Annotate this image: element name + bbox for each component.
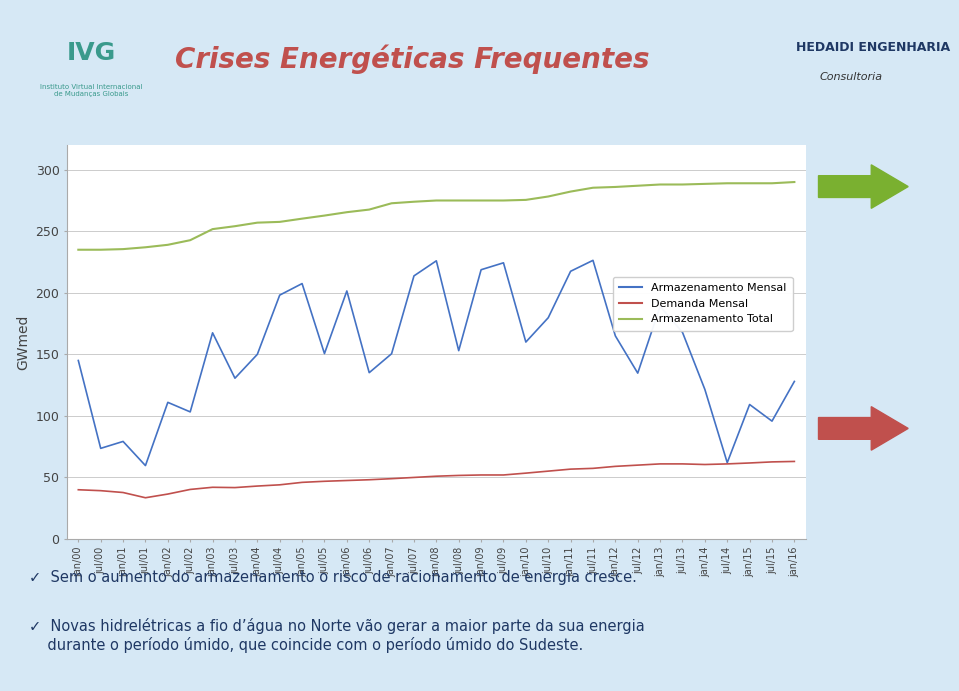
Text: IVG: IVG: [66, 41, 116, 66]
Text: ✓  Novas hidrelétricas a fio d’água no Norte vão gerar a maior parte da sua ener: ✓ Novas hidrelétricas a fio d’água no No…: [29, 618, 644, 653]
FancyArrow shape: [818, 406, 908, 451]
Text: ✓  Sem o aumento do armazenamento o risco de racionamento de energia cresce.: ✓ Sem o aumento do armazenamento o risco…: [29, 570, 637, 585]
Text: HEDAIDI ENGENHARIA: HEDAIDI ENGENHARIA: [796, 41, 950, 54]
Y-axis label: GWmed: GWmed: [16, 314, 30, 370]
FancyArrow shape: [818, 165, 908, 209]
Text: Consultoria: Consultoria: [820, 72, 883, 82]
Text: Crises Energéticas Frequentes: Crises Energéticas Frequentes: [175, 45, 649, 75]
Text: Instituto Virtual Internacional
de Mudanças Globais: Instituto Virtual Internacional de Mudan…: [40, 84, 142, 97]
Legend: Armazenamento Mensal, Demanda Mensal, Armazenamento Total: Armazenamento Mensal, Demanda Mensal, Ar…: [613, 276, 793, 331]
